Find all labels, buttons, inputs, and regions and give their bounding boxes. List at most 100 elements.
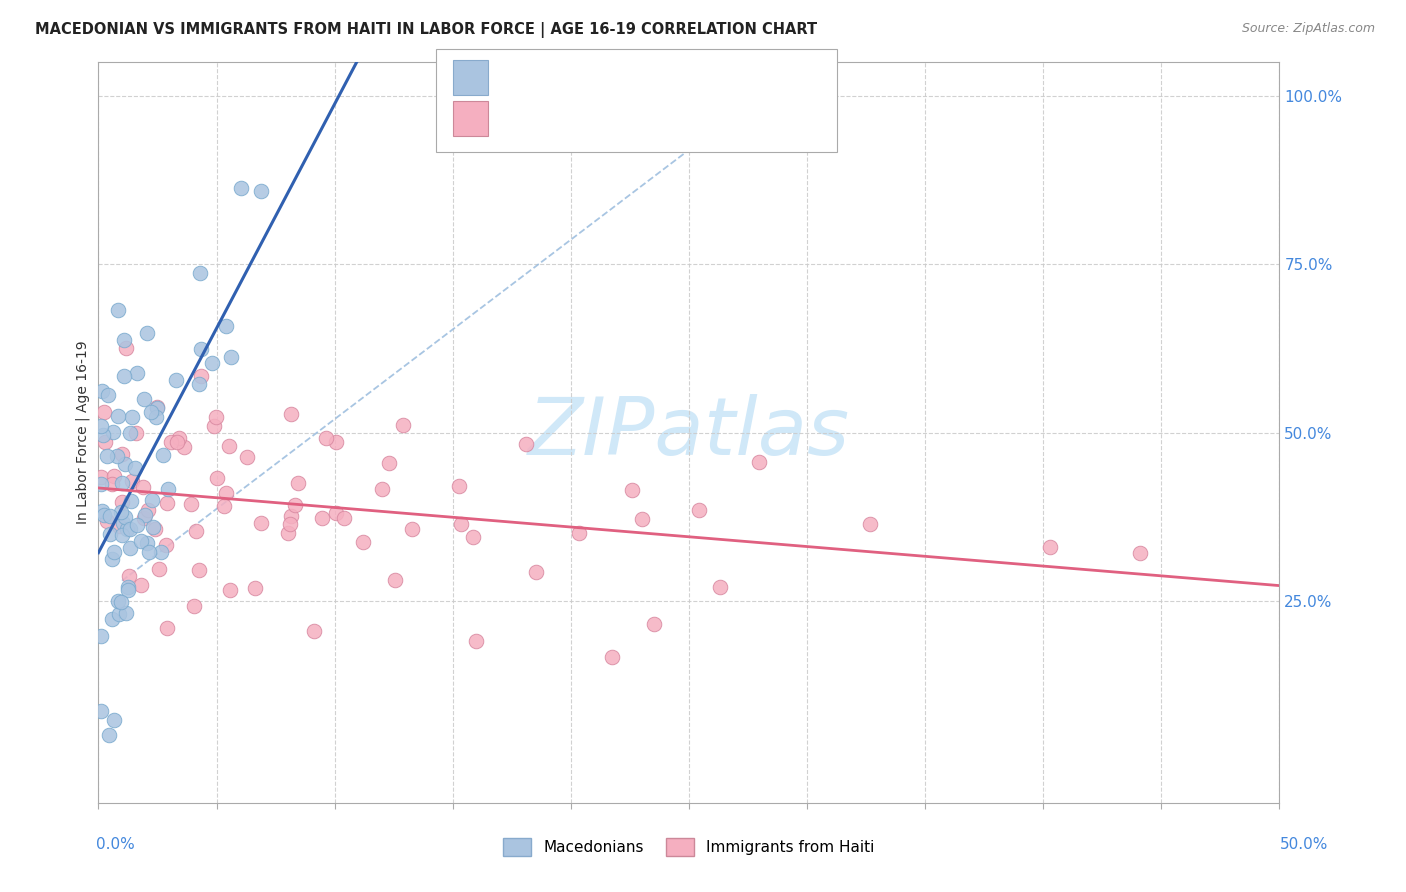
Point bbox=[302, 624, 325, 638]
Point bbox=[132, 511, 155, 525]
Point bbox=[631, 512, 654, 526]
Point bbox=[101, 425, 124, 439]
Point bbox=[103, 713, 125, 727]
Point bbox=[688, 503, 710, 517]
Point bbox=[97, 388, 120, 402]
Point bbox=[186, 524, 208, 539]
Point bbox=[148, 561, 170, 575]
Point bbox=[134, 508, 156, 522]
Point bbox=[117, 582, 139, 597]
Point bbox=[100, 612, 122, 626]
Point bbox=[709, 581, 731, 595]
Point bbox=[250, 516, 273, 530]
Point bbox=[1039, 540, 1062, 554]
Point bbox=[461, 530, 484, 544]
Point bbox=[114, 509, 136, 524]
Point bbox=[121, 474, 143, 488]
Text: 77: 77 bbox=[643, 112, 662, 126]
Point bbox=[748, 455, 770, 469]
Text: MACEDONIAN VS IMMIGRANTS FROM HAITI IN LABOR FORCE | AGE 16-19 CORRELATION CHART: MACEDONIAN VS IMMIGRANTS FROM HAITI IN L… bbox=[35, 22, 817, 38]
Text: ZIPatlas: ZIPatlas bbox=[527, 393, 851, 472]
Point bbox=[103, 469, 125, 483]
Point bbox=[278, 517, 301, 532]
Point bbox=[111, 495, 134, 509]
Point bbox=[173, 440, 195, 454]
Point bbox=[188, 563, 211, 577]
Point bbox=[90, 419, 112, 434]
Point bbox=[107, 409, 129, 423]
Point bbox=[124, 425, 146, 440]
Text: N =: N = bbox=[595, 70, 638, 85]
Point bbox=[202, 419, 225, 434]
Point bbox=[229, 181, 252, 195]
Point bbox=[384, 573, 406, 587]
Point bbox=[124, 461, 146, 475]
Point bbox=[110, 505, 132, 519]
Text: -0.273: -0.273 bbox=[538, 112, 588, 126]
Point bbox=[156, 622, 179, 636]
Point bbox=[112, 333, 135, 347]
Point bbox=[156, 482, 179, 496]
Text: 0.0%: 0.0% bbox=[96, 837, 135, 852]
Point bbox=[371, 482, 394, 496]
Point bbox=[125, 518, 148, 533]
Point bbox=[219, 582, 242, 597]
Point bbox=[120, 494, 142, 508]
Point bbox=[169, 431, 191, 445]
Point bbox=[156, 496, 179, 510]
Point bbox=[215, 485, 238, 500]
Point bbox=[212, 500, 235, 514]
Point bbox=[112, 368, 135, 383]
Point bbox=[249, 184, 271, 198]
Point bbox=[90, 705, 112, 719]
Point bbox=[391, 417, 413, 432]
Point bbox=[136, 503, 159, 517]
Point bbox=[643, 617, 665, 632]
Point bbox=[620, 483, 643, 497]
Point bbox=[127, 366, 149, 380]
Point bbox=[93, 508, 115, 522]
Point bbox=[90, 504, 112, 518]
Point bbox=[201, 356, 224, 370]
Point bbox=[315, 431, 337, 445]
Point bbox=[401, 522, 423, 536]
Point bbox=[159, 435, 181, 450]
Point bbox=[103, 545, 125, 559]
Point bbox=[311, 511, 333, 525]
Point bbox=[142, 520, 165, 534]
Point bbox=[91, 427, 114, 442]
Text: 0.285: 0.285 bbox=[538, 70, 582, 85]
Text: 50.0%: 50.0% bbox=[1281, 837, 1329, 852]
Point bbox=[152, 448, 174, 462]
Point bbox=[145, 409, 167, 424]
Point bbox=[149, 545, 172, 559]
Point bbox=[107, 302, 129, 317]
Point bbox=[325, 506, 347, 520]
Point bbox=[352, 535, 374, 549]
Point bbox=[118, 522, 141, 536]
Point bbox=[101, 552, 124, 566]
Text: Source: ZipAtlas.com: Source: ZipAtlas.com bbox=[1241, 22, 1375, 36]
Point bbox=[90, 384, 112, 399]
Point bbox=[121, 409, 143, 424]
Point bbox=[146, 401, 169, 415]
Point bbox=[114, 341, 136, 355]
Point bbox=[166, 434, 188, 449]
Point bbox=[111, 516, 134, 530]
Point bbox=[600, 649, 623, 664]
Point bbox=[96, 514, 118, 528]
Point bbox=[190, 266, 212, 280]
Point bbox=[129, 533, 152, 548]
Point bbox=[111, 476, 134, 491]
Point bbox=[90, 629, 112, 643]
Point bbox=[98, 508, 121, 523]
Point bbox=[96, 449, 118, 463]
Point bbox=[280, 509, 302, 524]
Point bbox=[118, 569, 141, 583]
Point bbox=[101, 477, 124, 491]
Point bbox=[464, 634, 486, 648]
Text: N =: N = bbox=[595, 112, 638, 126]
Point bbox=[333, 511, 356, 525]
Point bbox=[139, 405, 162, 419]
Point bbox=[115, 522, 138, 536]
